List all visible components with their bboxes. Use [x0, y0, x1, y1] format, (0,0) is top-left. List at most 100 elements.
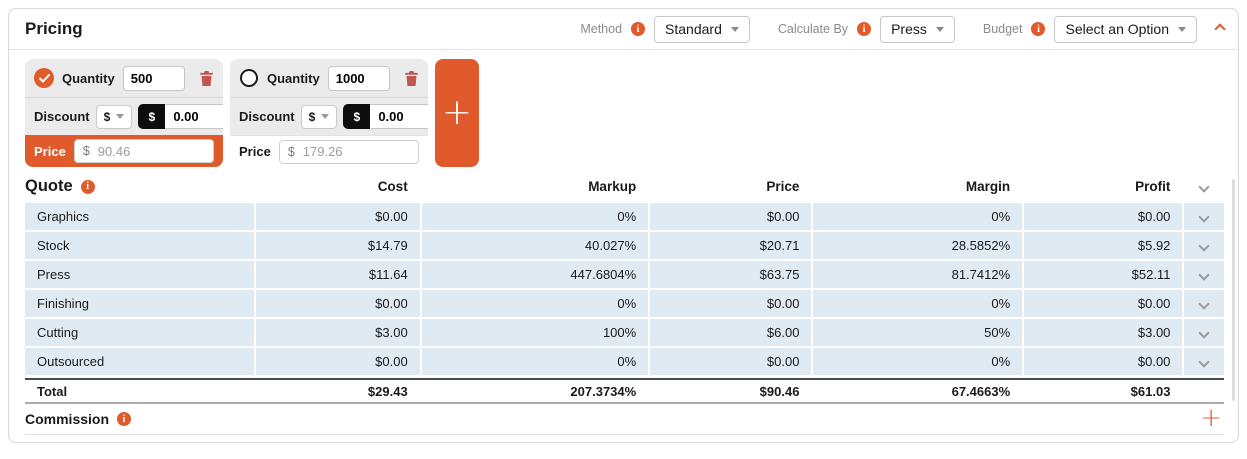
chevron-down-icon — [1198, 297, 1210, 310]
selected-radio-icon[interactable] — [34, 68, 54, 88]
profit-value: $52.11 — [1024, 261, 1183, 288]
markup-value: 40.027% — [421, 232, 649, 259]
calculate-by-label: Calculate By — [777, 22, 849, 36]
cost-value: $3.00 — [256, 319, 420, 346]
quote-table-header: Quote i Cost Markup Price Margin Profit — [25, 173, 1224, 200]
add-quantity-button[interactable]: + — [435, 59, 479, 167]
chevron-down-icon — [1198, 210, 1210, 223]
cost-value: $0.00 — [256, 290, 420, 317]
column-header-margin: Margin — [965, 179, 1011, 194]
quantity-label: Quantity — [62, 70, 115, 86]
expand-row-button[interactable] — [1184, 348, 1224, 375]
column-header-profit: Profit — [1135, 179, 1171, 194]
table-row-graphics: Graphics $0.00 0% $0.00 0% $0.00 — [25, 203, 1224, 230]
margin-value: 50% — [813, 319, 1023, 346]
quantity-cards-row: Quantity Discount $ $ — [9, 50, 1238, 171]
quantity-label: Quantity — [267, 70, 320, 86]
commission-section: Commission i + — [25, 404, 1224, 435]
quote-section: Quote i Cost Markup Price Margin Profit … — [9, 171, 1238, 404]
quantity-input[interactable] — [327, 65, 390, 91]
profit-value: $0.00 — [1024, 290, 1183, 317]
row-label: Outsourced — [25, 348, 255, 375]
collapse-panel-button[interactable] — [1214, 20, 1226, 38]
method-select[interactable]: Standard — [654, 15, 750, 43]
budget-info-icon[interactable]: i — [1031, 22, 1046, 36]
delete-quantity-button[interactable] — [199, 70, 214, 87]
method-info-icon[interactable]: i — [631, 22, 646, 36]
column-header-markup: Markup — [588, 179, 637, 194]
profit-value: $3.00 — [1024, 319, 1183, 346]
markup-value: 0% — [421, 290, 649, 317]
delete-quantity-button[interactable] — [404, 70, 419, 87]
quote-title: Quote — [25, 177, 73, 195]
expand-row-button[interactable] — [1184, 232, 1224, 259]
expand-row-button[interactable] — [1184, 203, 1224, 230]
total-price-value: $90.46 — [650, 380, 812, 402]
table-row-finishing: Finishing $0.00 0% $0.00 0% $0.00 — [25, 290, 1224, 317]
row-label: Graphics — [25, 203, 255, 230]
price-value: $63.75 — [650, 261, 812, 288]
row-label: Press — [25, 261, 255, 288]
row-label: Finishing — [25, 290, 255, 317]
pricing-header: Pricing Method i Standard Calculate By i… — [9, 9, 1238, 50]
total-label: Total — [25, 380, 255, 402]
price-field[interactable]: $ — [278, 139, 419, 164]
unselected-radio-icon[interactable] — [240, 69, 258, 87]
discount-label: Discount — [34, 109, 90, 124]
margin-value: 81.7412% — [813, 261, 1023, 288]
margin-value: 28.5852% — [813, 232, 1023, 259]
price-label: Price — [34, 143, 66, 159]
profit-value: $5.92 — [1024, 232, 1183, 259]
row-label: Stock — [25, 232, 255, 259]
chevron-down-icon — [1198, 326, 1210, 339]
quantity-input[interactable] — [122, 65, 185, 91]
table-row-cutting: Cutting $3.00 100% $6.00 50% $3.00 — [25, 319, 1224, 346]
price-field[interactable]: $ — [73, 139, 214, 163]
add-commission-button[interactable]: + — [1200, 402, 1222, 433]
cost-value: $14.79 — [256, 232, 420, 259]
trash-icon — [200, 70, 213, 86]
total-margin-value: 67.4663% — [813, 380, 1023, 402]
header-controls: Method i Standard Calculate By i Press B… — [580, 15, 1226, 43]
price-value: $20.71 — [650, 232, 812, 259]
price-value: $6.00 — [650, 319, 812, 346]
quantity-card-1000: Quantity Discount $ $ — [230, 59, 428, 167]
discount-unit-value: $ — [308, 109, 316, 124]
discount-unit-select[interactable]: $ — [95, 104, 133, 129]
quote-info-icon[interactable]: i — [80, 179, 95, 194]
total-cost-value: $29.43 — [256, 380, 420, 402]
margin-value: 0% — [813, 290, 1023, 317]
pricing-panel: Pricing Method i Standard Calculate By i… — [8, 8, 1239, 443]
quantity-card-500: Quantity Discount $ $ — [25, 59, 223, 167]
chevron-down-icon — [1198, 268, 1210, 281]
chevron-down-icon — [1198, 355, 1210, 368]
collapse-quote-button[interactable] — [1184, 180, 1224, 193]
expand-row-button[interactable] — [1184, 290, 1224, 317]
calculate-by-info-icon[interactable]: i — [857, 22, 872, 36]
margin-value: 0% — [813, 203, 1023, 230]
expand-row-button[interactable] — [1184, 261, 1224, 288]
cost-value: $11.64 — [256, 261, 420, 288]
trash-icon — [405, 70, 418, 86]
column-header-cost: Cost — [377, 179, 408, 194]
chevron-down-icon — [935, 26, 944, 32]
calculate-by-select[interactable]: Press — [880, 15, 955, 43]
price-input[interactable] — [97, 143, 205, 159]
chevron-down-icon — [1178, 26, 1186, 32]
discount-input[interactable] — [370, 104, 428, 129]
table-scrollbar[interactable] — [1232, 179, 1235, 401]
commission-info-icon[interactable]: i — [117, 412, 132, 426]
price-value: $0.00 — [650, 203, 812, 230]
expand-row-button[interactable] — [1184, 319, 1224, 346]
discount-input[interactable] — [165, 104, 223, 129]
column-header-price: Price — [766, 179, 800, 194]
table-row-outsourced: Outsourced $0.00 0% $0.00 0% $0.00 — [25, 348, 1224, 375]
table-row-press: Press $11.64 447.6804% $63.75 81.7412% $… — [25, 261, 1224, 288]
budget-select[interactable]: Select an Option — [1054, 15, 1197, 43]
chevron-down-icon — [321, 114, 330, 119]
discount-unit-select[interactable]: $ — [300, 104, 338, 129]
method-label: Method — [580, 22, 623, 36]
chevron-down-icon — [116, 114, 125, 119]
price-input[interactable] — [302, 144, 410, 159]
markup-value: 0% — [421, 348, 649, 375]
